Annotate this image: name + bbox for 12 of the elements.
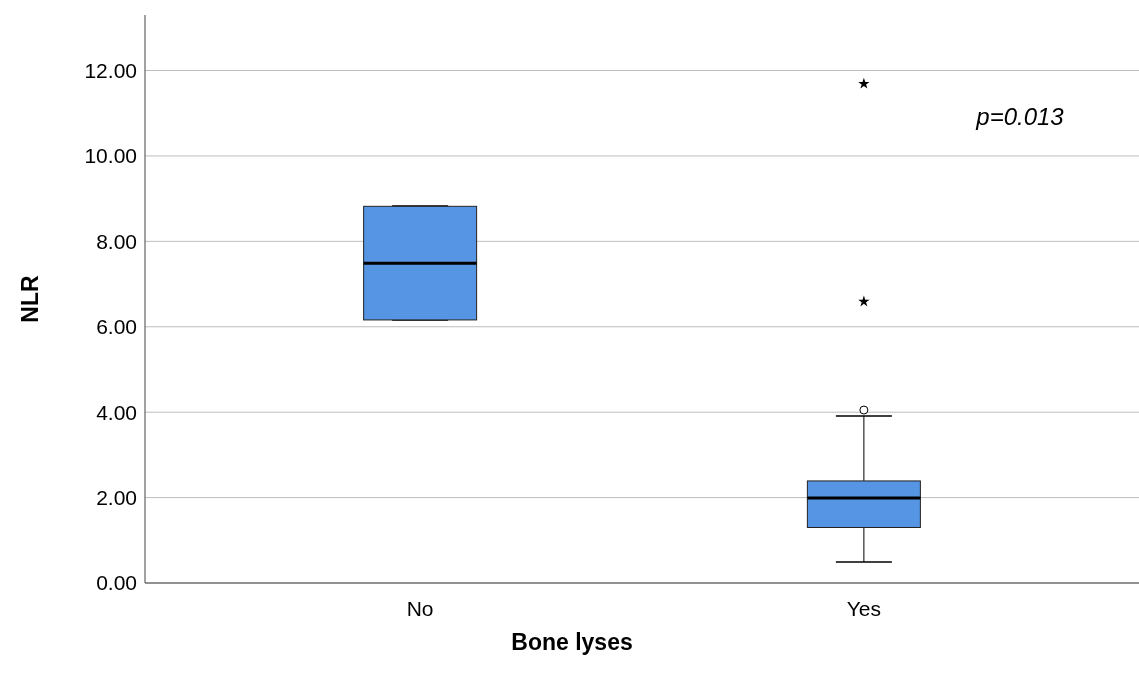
y-tick-label: 8.00 bbox=[96, 229, 137, 253]
y-tick-label: 6.00 bbox=[96, 315, 137, 339]
y-tick-label: 4.00 bbox=[96, 400, 137, 424]
y-tick-label: 12.00 bbox=[84, 58, 137, 82]
y-tick-label: 10.00 bbox=[84, 144, 137, 168]
y-tick-label: 0.00 bbox=[96, 571, 137, 595]
x-tick-label: No bbox=[406, 597, 434, 620]
annotation: p=0.013 bbox=[975, 103, 1065, 130]
x-axis-title: Bone lyses bbox=[511, 629, 633, 655]
y-axis-title: NLR bbox=[17, 274, 43, 323]
y-tick-label: 2.00 bbox=[96, 485, 137, 509]
x-tick-label: Yes bbox=[846, 597, 882, 620]
